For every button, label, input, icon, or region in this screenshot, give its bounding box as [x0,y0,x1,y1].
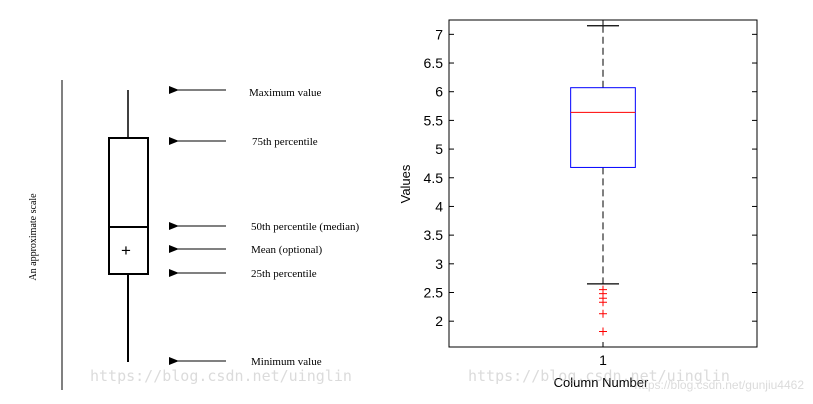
outlier-point [599,298,607,307]
x-axis-label: Column Number [554,375,649,390]
label-75th-percentile: 75th percentile [252,136,318,148]
watermark-corner: https://blog.csdn.net/gunjiu4462 [635,378,805,392]
watermark-right: https://blog.csdn.net/uinglin [468,367,730,385]
label-25th-percentile: 25th percentile [251,268,317,280]
label-maximum-value: Maximum value [249,87,322,99]
label-minimum-value: Minimum value [251,356,322,368]
watermark-left: https://blog.csdn.net/uinglin [90,367,352,385]
y-axis-label: Values [398,164,413,203]
y-tick-label: 5.5 [424,112,444,128]
boxplot-marks [570,25,636,336]
y-tick-label: 5 [435,141,443,157]
outlier-point [599,309,607,318]
y-tick-label: 2.5 [424,285,444,301]
interquartile-box [570,87,636,168]
y-tick-label: 3.5 [424,227,444,243]
approximate-scale-label: An approximate scale [28,193,39,281]
y-tick-label: 4 [435,198,443,214]
y-axis-ticks: 2 2.5 3 3.5 4 4.5 5 5.5 6 6.5 7 1 [424,20,757,368]
label-median: 50th percentile (median) [251,221,359,233]
y-tick-label: 3 [435,256,443,272]
y-tick-label: 6 [435,84,443,100]
y-tick-label: 4.5 [424,170,444,186]
label-mean: Mean (optional) [251,244,323,256]
y-tick-label: 6.5 [424,55,444,71]
boxplot-chart: 2 2.5 3 3.5 4 4.5 5 5.5 6 6.5 7 1 Values Column Num… [398,19,758,390]
y-tick-label: 2 [435,313,443,329]
y-tick-label: 7 [435,26,443,42]
watermarks: https://blog.csdn.net/uinglin https://bl… [90,367,804,392]
outlier-point [599,327,607,336]
x-tick-label: 1 [599,352,607,368]
boxplot-explainer-diagram: An approximate scale + Maximum value 75t… [28,80,359,390]
diagram-mean-marker: + [121,241,131,260]
